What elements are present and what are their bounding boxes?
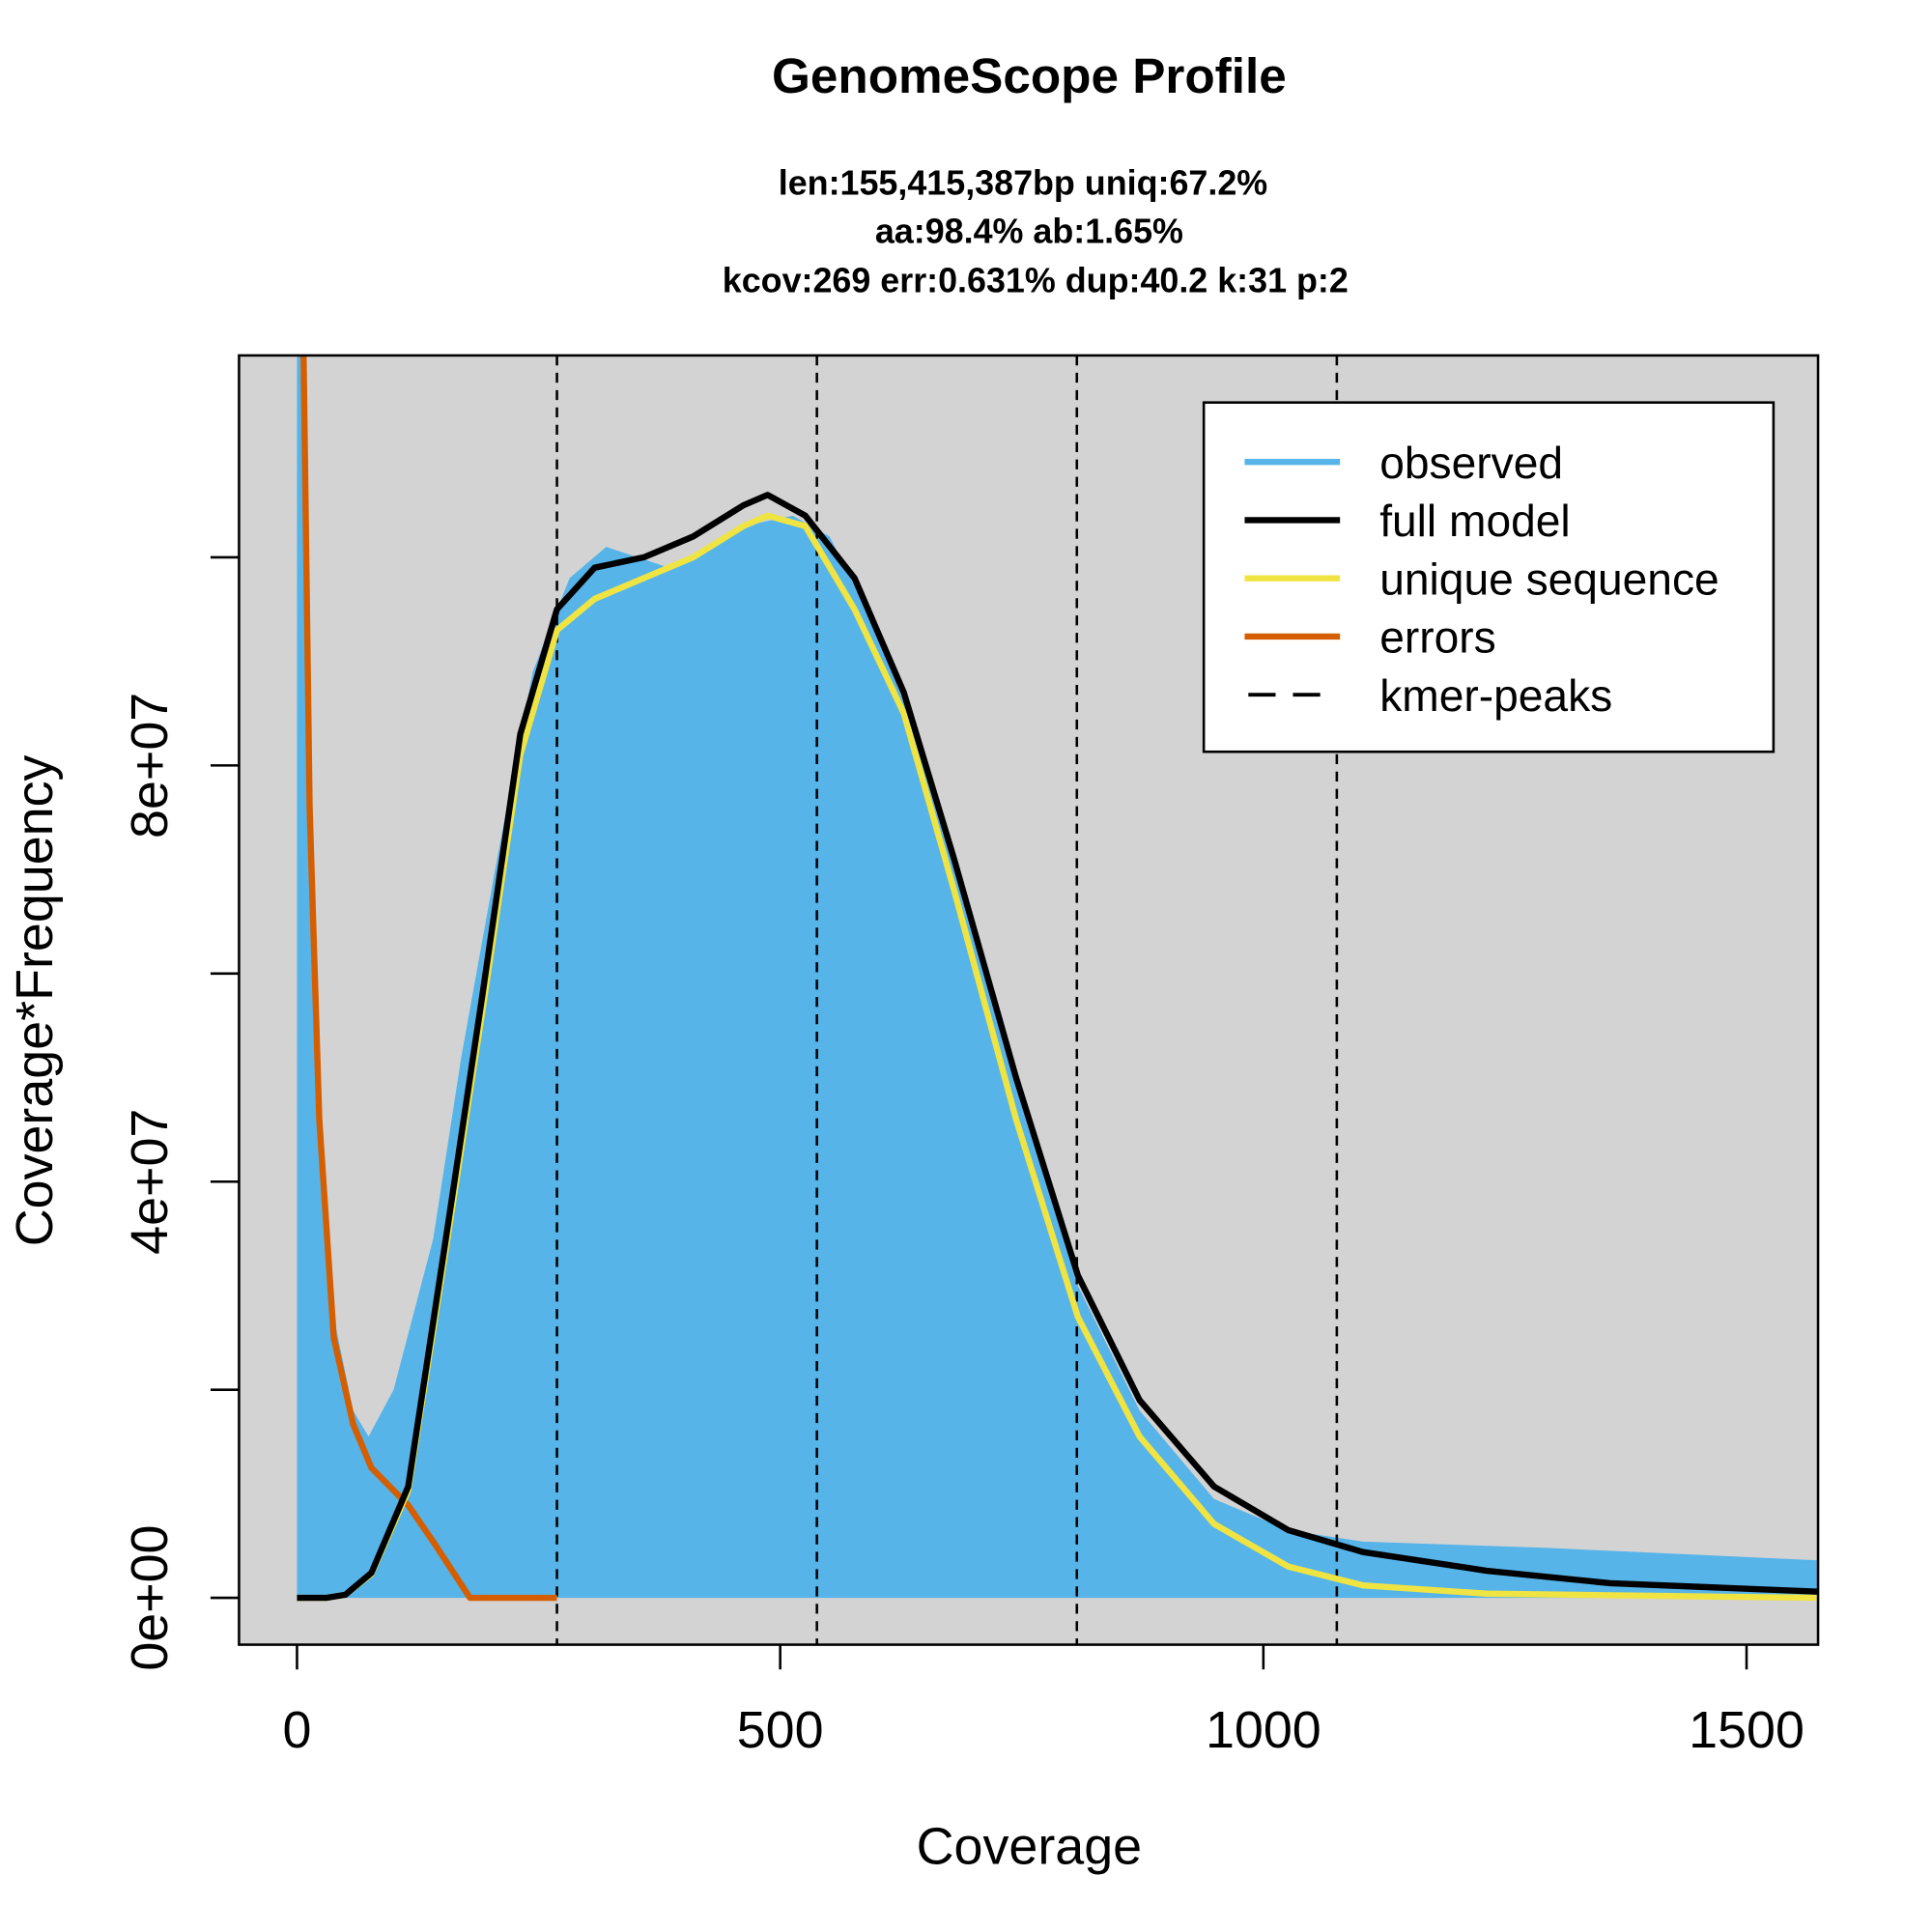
x-axis-label: Coverage <box>917 1817 1142 1875</box>
chart-title: GenomeScope Profile <box>772 48 1287 103</box>
y-tick-label: 8e+07 <box>121 693 179 838</box>
legend-label: full model <box>1379 496 1570 546</box>
series-full-model-line <box>297 492 1819 1602</box>
legend-label: observed <box>1379 438 1563 488</box>
x-tick-label: 1000 <box>1206 1701 1321 1759</box>
x-tick-label: 1500 <box>1689 1701 1804 1759</box>
legend: observed full model unique sequence errors k… <box>1202 401 1776 753</box>
series-errors-line <box>300 355 557 1602</box>
y-axis-label: Coverage*Frequency <box>6 754 64 1246</box>
y-tick-label: 4e+07 <box>121 1109 179 1255</box>
series-observed-area <box>297 355 1819 1599</box>
plot-frame <box>238 354 1820 1646</box>
x-tick-label: 0 <box>282 1701 311 1759</box>
chart-subtitle-line-2: aa:98.4% ab:1.65% <box>875 212 1183 250</box>
x-tick-label: 500 <box>737 1701 824 1759</box>
legend-label: unique sequence <box>1379 554 1719 604</box>
legend-label: errors <box>1379 612 1496 663</box>
y-tick-label: 0e+00 <box>121 1524 179 1670</box>
legend-label: kmer-peaks <box>1379 670 1612 721</box>
chart-subtitle-line-3: kcov:269 err:0.631% dup:40.2 k:31 p:2 <box>723 262 1349 300</box>
chart-subtitle-line-1: len:155,415,387bp uniq:67.2% <box>779 163 1267 202</box>
